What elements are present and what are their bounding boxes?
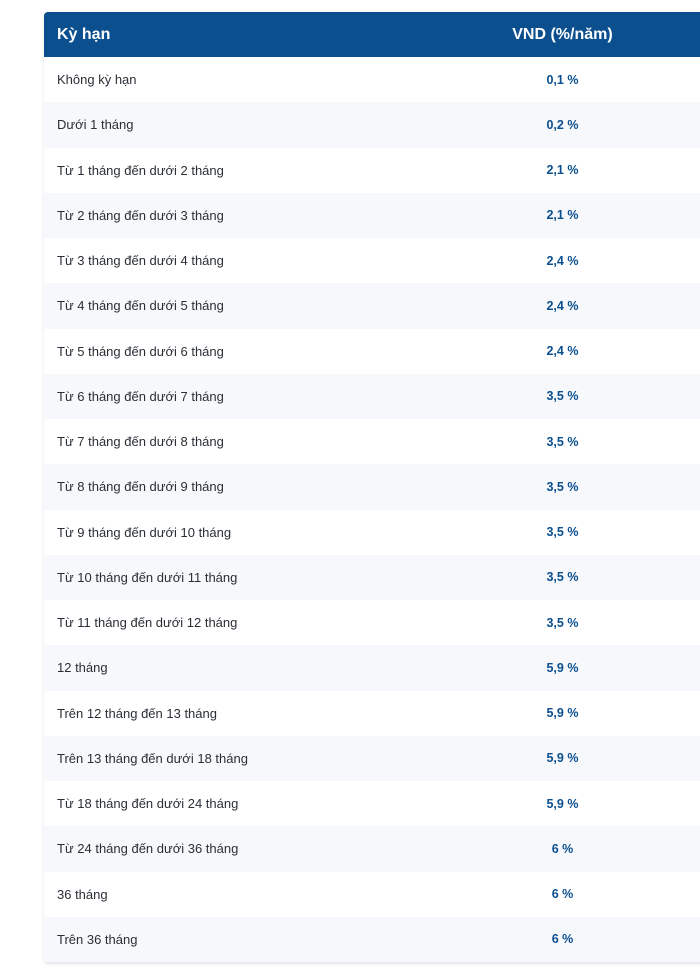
table-row: Từ 1 tháng đến dưới 2 tháng 2,1 % bbox=[44, 147, 700, 193]
rate-cell: 5,9 % bbox=[546, 796, 579, 811]
interest-rate-table: Kỳ hạn VND (%/năm) Không kỳ hạn 0,1 % Dưới… bbox=[44, 12, 700, 963]
term-cell: Trên 13 tháng đến dưới 18 tháng bbox=[57, 750, 248, 766]
rate-cell: 6 % bbox=[551, 887, 574, 902]
rate-cell: 0,2 % bbox=[546, 117, 579, 132]
table-row: 36 tháng 6 % bbox=[44, 871, 700, 917]
rate-cell: 2,4 % bbox=[546, 298, 579, 313]
term-cell: Từ 7 tháng đến dưới 8 tháng bbox=[57, 434, 224, 450]
rate-cell: 5,9 % bbox=[546, 660, 579, 675]
term-cell: Từ 2 tháng đến dưới 3 tháng bbox=[57, 207, 224, 223]
term-cell: 36 tháng bbox=[57, 886, 108, 902]
rate-cell: 2,4 % bbox=[546, 344, 579, 359]
term-cell: Từ 18 tháng đến dưới 24 tháng bbox=[57, 796, 239, 812]
rate-cell: 3,5 % bbox=[546, 525, 579, 540]
rate-cell: 5,9 % bbox=[546, 706, 579, 721]
rate-cell: 6 % bbox=[551, 841, 574, 856]
table-row: Trên 36 tháng 6 % bbox=[44, 916, 700, 962]
table-row: Từ 6 tháng đến dưới 7 tháng 3,5 % bbox=[44, 373, 700, 419]
term-cell: Từ 3 tháng đến dưới 4 tháng bbox=[57, 253, 224, 269]
table-row: Từ 2 tháng đến dưới 3 tháng 2,1 % bbox=[44, 192, 700, 238]
rate-cell: 2,1 % bbox=[546, 208, 579, 223]
table-row: Trên 12 tháng đến 13 tháng 5,9 % bbox=[44, 690, 700, 736]
table-row: Từ 11 tháng đến dưới 12 tháng 3,5 % bbox=[44, 600, 700, 646]
rate-cell: 3,5 % bbox=[546, 615, 579, 630]
table-row: Từ 3 tháng đến dưới 4 tháng 2,4 % bbox=[44, 238, 700, 284]
table-row: Không kỳ hạn 0,1 % bbox=[44, 57, 700, 103]
rate-cell: 0,1 % bbox=[546, 72, 579, 87]
term-cell: 12 tháng bbox=[57, 660, 108, 676]
term-cell: Từ 1 tháng đến dưới 2 tháng bbox=[57, 162, 224, 178]
term-cell: Trên 36 tháng bbox=[57, 931, 138, 947]
term-cell: Từ 5 tháng đến dưới 6 tháng bbox=[57, 343, 224, 359]
term-cell: Dưới 1 tháng bbox=[57, 117, 134, 133]
rate-cell: 3,5 % bbox=[546, 434, 579, 449]
table-row: Từ 10 tháng đến dưới 11 tháng 3,5 % bbox=[44, 554, 700, 600]
rate-cell: 3,5 % bbox=[546, 389, 579, 404]
table-row: 12 tháng 5,9 % bbox=[44, 645, 700, 691]
rate-cell: 5,9 % bbox=[546, 751, 579, 766]
column-header-term: Kỳ hạn bbox=[57, 25, 111, 43]
rate-cell: 3,5 % bbox=[546, 479, 579, 494]
table-row: Từ 7 tháng đến dưới 8 tháng 3,5 % bbox=[44, 419, 700, 465]
term-cell: Từ 10 tháng đến dưới 11 tháng bbox=[57, 569, 238, 585]
rate-cell: 6 % bbox=[551, 932, 574, 947]
term-cell: Từ 24 tháng đến dưới 36 tháng bbox=[57, 841, 239, 857]
table-row: Dưới 1 tháng 0,2 % bbox=[44, 102, 700, 148]
table-row: Từ 18 tháng đến dưới 24 tháng 5,9 % bbox=[44, 781, 700, 827]
term-cell: Từ 4 tháng đến dưới 5 tháng bbox=[57, 298, 224, 314]
rate-cell: 2,1 % bbox=[546, 163, 579, 178]
table-body: Không kỳ hạn 0,1 % Dưới 1 tháng 0,2 % Từ 1 t… bbox=[44, 57, 700, 962]
term-cell: Từ 9 tháng đến dưới 10 tháng bbox=[57, 524, 232, 540]
table-header: Kỳ hạn VND (%/năm) bbox=[44, 12, 700, 57]
table-row: Từ 8 tháng đến dưới 9 tháng 3,5 % bbox=[44, 464, 700, 510]
table-row: Trên 13 tháng đến dưới 18 tháng 5,9 % bbox=[44, 735, 700, 781]
table-row: Từ 5 tháng đến dưới 6 tháng 2,4 % bbox=[44, 328, 700, 374]
rate-cell: 3,5 % bbox=[546, 570, 579, 585]
table-row: Từ 9 tháng đến dưới 10 tháng 3,5 % bbox=[44, 509, 700, 555]
column-header-rate: VND (%/năm) bbox=[512, 25, 613, 43]
term-cell: Không kỳ hạn bbox=[57, 72, 137, 88]
term-cell: Trên 12 tháng đến 13 tháng bbox=[57, 705, 217, 721]
table-row: Từ 24 tháng đến dưới 36 tháng 6 % bbox=[44, 826, 700, 872]
term-cell: Từ 11 tháng đến dưới 12 tháng bbox=[57, 615, 238, 631]
rate-cell: 2,4 % bbox=[546, 253, 579, 268]
term-cell: Từ 8 tháng đến dưới 9 tháng bbox=[57, 479, 224, 495]
term-cell: Từ 6 tháng đến dưới 7 tháng bbox=[57, 388, 224, 404]
table-row: Từ 4 tháng đến dưới 5 tháng 2,4 % bbox=[44, 283, 700, 329]
